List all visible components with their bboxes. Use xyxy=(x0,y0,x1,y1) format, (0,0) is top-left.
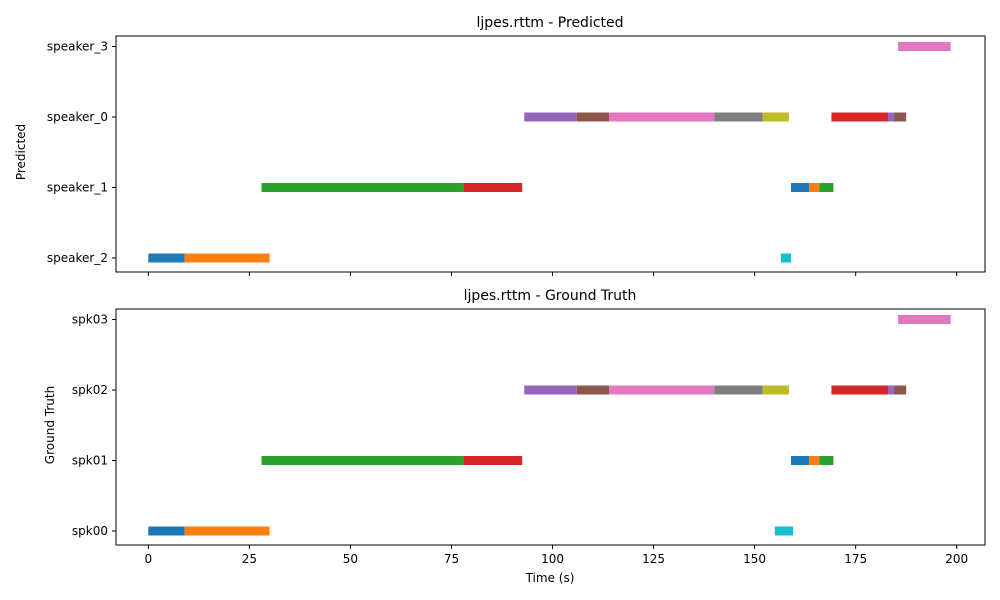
segment-bar xyxy=(184,526,270,536)
segment-bar xyxy=(809,456,820,465)
segment-bar xyxy=(714,112,763,122)
predicted-ylabel: Predicted xyxy=(14,124,28,180)
x-tick-label: 150 xyxy=(743,552,766,566)
segment-bar xyxy=(524,385,577,395)
segment-bar xyxy=(576,112,610,122)
x-tick-label: 175 xyxy=(844,552,867,566)
segment-bar xyxy=(780,253,791,263)
segment-bar xyxy=(819,183,834,192)
ground-truth-ylabel: Ground Truth xyxy=(43,386,57,464)
x-tick-label: 200 xyxy=(945,552,968,566)
segment-bar xyxy=(809,183,820,192)
segment-bar xyxy=(609,385,715,395)
axes-frame xyxy=(115,308,986,546)
predicted-panel: ljpes.rttm - Predicted Predicted speaker… xyxy=(14,15,986,276)
y-tick-label: spk01 xyxy=(72,454,108,468)
segment-bar xyxy=(819,456,834,465)
x-tick-label: 25 xyxy=(242,552,257,566)
x-tick-label: 0 xyxy=(145,552,153,566)
axes-frame xyxy=(115,35,986,273)
y-tick-label: spk00 xyxy=(72,524,108,538)
segment-bar xyxy=(148,253,185,263)
segment-bar xyxy=(831,112,888,122)
y-tick-label: speaker_2 xyxy=(47,251,108,265)
y-tick-label: spk02 xyxy=(72,383,108,397)
segment-bar xyxy=(524,112,577,122)
segment-bar xyxy=(790,183,810,192)
segment-bar xyxy=(714,385,763,395)
segment-bar xyxy=(898,42,951,51)
x-tick-label: 100 xyxy=(541,552,564,566)
predicted-title: ljpes.rttm - Predicted xyxy=(476,15,623,31)
ground-truth-title: ljpes.rttm - Ground Truth xyxy=(464,288,637,304)
y-tick-label: speaker_0 xyxy=(47,110,108,124)
segment-bar xyxy=(463,456,523,465)
segment-bar xyxy=(609,112,715,122)
segment-bar xyxy=(887,385,895,395)
segment-bar xyxy=(887,112,895,122)
y-tick-label: spk03 xyxy=(72,313,108,327)
segment-bar xyxy=(894,385,907,395)
segment-bar xyxy=(576,385,610,395)
segment-bar xyxy=(184,253,270,263)
y-tick-label: speaker_3 xyxy=(47,40,108,54)
ground-truth-plot-area: spk00 spk01 spk02 spk03 0 25 50 75 100 125 150 175 2… xyxy=(72,308,986,566)
segment-bar xyxy=(774,526,794,536)
segment-bar xyxy=(898,315,951,324)
segment-bar xyxy=(831,385,888,395)
ground-truth-panel: ljpes.rttm - Ground Truth Ground Truth T… xyxy=(43,288,986,585)
x-tick-label: 50 xyxy=(343,552,358,566)
segment-bar xyxy=(261,183,464,192)
x-axis-label: Time (s) xyxy=(525,571,575,585)
segment-bar xyxy=(261,456,464,465)
x-tick-label: 125 xyxy=(642,552,665,566)
segment-bar xyxy=(790,456,810,465)
segment-bar xyxy=(148,526,185,536)
y-tick-label: speaker_1 xyxy=(47,181,108,195)
segment-bar xyxy=(762,385,789,395)
segment-bar xyxy=(762,112,789,122)
segment-bar xyxy=(894,112,907,122)
x-tick-label: 75 xyxy=(444,552,459,566)
segment-bar xyxy=(463,183,523,192)
predicted-plot-area: speaker_2 speaker_1 speaker_0 speaker_3 xyxy=(47,35,986,276)
